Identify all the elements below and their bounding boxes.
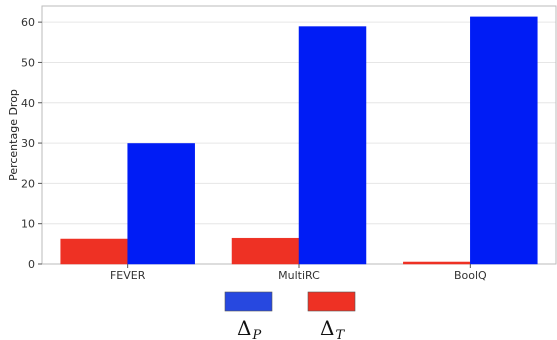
bars	[60, 16, 538, 265]
y-axis-ticks: 0 10 20 30 40 50 60	[21, 16, 42, 271]
y-axis-label: Percentage Drop	[7, 89, 20, 181]
legend-swatch-p	[224, 291, 273, 312]
y-tick-label: 40	[21, 97, 35, 110]
bar-t-multirc	[231, 237, 300, 265]
bar-p-fever	[127, 143, 195, 265]
y-tick-label: 0	[28, 258, 35, 271]
y-tick-label: 10	[21, 218, 35, 231]
bar-t-fever	[60, 238, 128, 265]
y-tick-label: 60	[21, 16, 35, 29]
x-axis-ticks: FEVER MultiRC BoolQ	[110, 264, 487, 282]
legend-label-t: ΔT	[320, 316, 345, 340]
bar-p-multirc	[298, 26, 367, 265]
x-tick-label: FEVER	[110, 269, 146, 282]
x-tick-label: MultiRC	[278, 269, 320, 282]
bar-p-boolq	[470, 16, 538, 265]
bar-t-boolq	[403, 261, 471, 265]
y-tick-label: 30	[21, 137, 35, 150]
y-tick-label: 20	[21, 177, 35, 190]
legend: ΔP ΔT	[224, 291, 356, 340]
legend-label-p: ΔP	[237, 316, 261, 340]
legend-swatch-t	[307, 291, 356, 312]
y-tick-label: 50	[21, 56, 35, 69]
x-tick-label: BoolQ	[454, 269, 487, 282]
